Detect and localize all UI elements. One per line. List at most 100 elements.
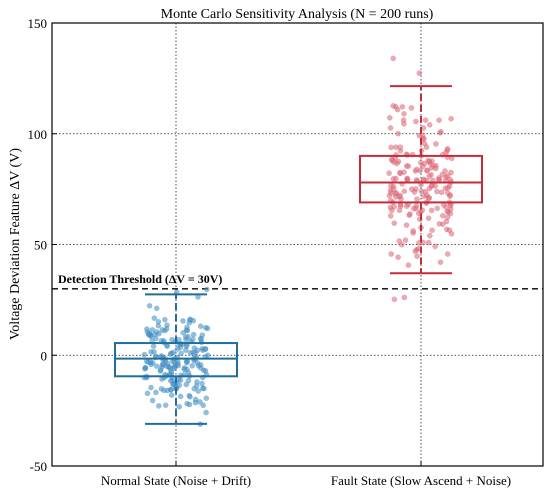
data-point xyxy=(166,364,172,370)
data-point xyxy=(146,302,153,309)
data-point xyxy=(192,396,199,403)
data-point xyxy=(445,185,451,191)
data-point xyxy=(202,368,209,374)
data-point xyxy=(386,192,393,199)
data-point xyxy=(386,114,393,121)
grid-lines xyxy=(52,23,543,466)
data-point xyxy=(144,326,150,332)
data-point xyxy=(149,397,156,404)
data-point xyxy=(184,327,191,334)
data-point xyxy=(149,326,156,333)
data-point xyxy=(202,346,209,353)
data-point xyxy=(448,115,454,122)
data-point xyxy=(194,347,201,354)
data-point xyxy=(153,305,160,312)
data-point xyxy=(151,349,157,355)
data-point xyxy=(448,169,454,176)
threshold-label: Detection Threshold (ΔV = 30V) xyxy=(58,272,222,286)
data-point xyxy=(195,362,202,369)
data-point xyxy=(416,70,423,76)
data-point xyxy=(436,220,443,227)
data-point xyxy=(155,403,162,409)
data-point xyxy=(444,214,451,221)
data-point xyxy=(414,196,420,203)
plot-frame xyxy=(51,22,544,467)
data-point xyxy=(439,171,446,178)
data-point xyxy=(387,125,394,131)
data-point xyxy=(176,403,183,410)
data-point xyxy=(183,358,190,365)
data-point xyxy=(162,316,168,323)
data-point xyxy=(401,188,408,195)
box-elements xyxy=(114,85,483,425)
data-point xyxy=(203,409,209,416)
data-point xyxy=(432,243,438,250)
data-point xyxy=(387,212,394,219)
data-point xyxy=(144,390,151,397)
y-tick-label: 100 xyxy=(28,127,48,142)
data-point xyxy=(447,210,454,217)
data-point xyxy=(187,349,194,356)
data-point xyxy=(202,324,209,331)
data-point xyxy=(141,351,148,358)
data-point xyxy=(438,189,445,196)
iqr-box xyxy=(114,342,238,378)
data-point xyxy=(164,343,171,349)
data-point xyxy=(402,237,409,243)
iqr-box xyxy=(359,154,483,204)
data-point xyxy=(190,331,197,338)
data-point xyxy=(393,175,399,182)
data-point xyxy=(147,359,154,365)
data-point xyxy=(168,386,174,393)
data-point xyxy=(410,228,417,234)
data-point xyxy=(183,381,190,388)
data-point xyxy=(195,388,202,394)
data-point xyxy=(158,385,165,392)
data-point xyxy=(155,322,162,329)
data-point xyxy=(198,336,204,343)
data-point xyxy=(180,318,186,324)
data-point xyxy=(187,316,194,323)
data-point xyxy=(401,294,408,301)
data-point xyxy=(405,163,412,169)
data-point xyxy=(407,211,413,217)
data-point xyxy=(177,344,184,351)
data-point xyxy=(408,105,415,111)
data-point xyxy=(399,103,406,110)
data-point xyxy=(444,190,451,196)
data-point xyxy=(159,361,166,368)
y-tick-label: 50 xyxy=(34,238,47,253)
data-point xyxy=(426,185,433,192)
data-point xyxy=(388,144,394,151)
data-point xyxy=(395,254,401,261)
data-point xyxy=(397,144,404,150)
threshold-group: Detection Threshold (ΔV = 30V) xyxy=(52,272,543,290)
data-point xyxy=(423,167,430,174)
y-tick-label: 150 xyxy=(28,16,48,31)
data-point xyxy=(176,382,183,389)
data-point xyxy=(444,147,451,154)
data-point xyxy=(438,129,444,135)
data-point xyxy=(401,169,407,176)
data-point xyxy=(429,227,435,234)
data-point xyxy=(203,286,210,293)
data-point xyxy=(142,365,148,372)
data-point xyxy=(418,188,425,195)
data-point xyxy=(153,329,160,335)
data-point xyxy=(401,120,407,127)
data-point xyxy=(423,144,430,150)
data-point xyxy=(426,158,433,165)
data-point xyxy=(200,402,207,409)
data-point xyxy=(153,389,159,396)
data-point xyxy=(391,159,397,165)
data-point xyxy=(391,203,398,210)
scatter-points xyxy=(141,55,455,428)
data-point xyxy=(181,366,188,373)
data-point xyxy=(439,212,446,219)
data-point xyxy=(391,296,398,303)
data-point xyxy=(182,334,189,340)
data-point xyxy=(178,350,184,357)
data-point xyxy=(446,227,453,234)
data-point xyxy=(428,165,435,171)
